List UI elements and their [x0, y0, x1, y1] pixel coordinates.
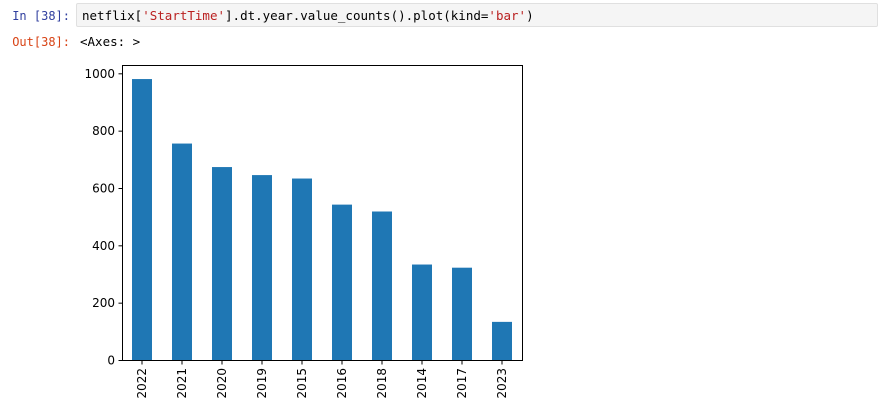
bar-2022: [132, 79, 152, 361]
bar-2014: [412, 264, 432, 360]
code-token: ): [526, 8, 534, 23]
y-tick-label: 1000: [84, 67, 115, 81]
code-token: ].dt.year.value_counts().plot(kind=: [225, 8, 489, 23]
y-tick-label: 400: [92, 239, 115, 253]
bar-2016: [332, 204, 352, 360]
input-prompt: In [38]:: [12, 9, 70, 23]
output-repr: <Axes: >: [80, 34, 141, 49]
bar-2018: [372, 211, 392, 360]
x-tick-label: 2021: [175, 368, 189, 399]
y-tick-label: 200: [92, 296, 115, 310]
y-axis: 0 200 400 600 800 1000: [84, 67, 123, 368]
axes-frame: [122, 65, 523, 361]
x-axis: 2022 2021 2020 2019 2015 2016 2018 2014 2017 2023: [135, 360, 509, 399]
x-tick-label: 2016: [335, 368, 349, 399]
x-tick-label: 2014: [415, 368, 429, 399]
output-prompt: Out[38]:: [12, 35, 70, 49]
x-tick-label: 2018: [375, 368, 389, 399]
bar-2015: [292, 178, 312, 360]
bar-2019: [252, 175, 272, 360]
x-tick-label: 2023: [495, 368, 509, 399]
x-tick-label: 2019: [255, 368, 269, 399]
y-tick-label: 800: [92, 124, 115, 138]
code-string-token: 'StartTime': [142, 8, 226, 23]
code-string-token: 'bar': [488, 8, 527, 23]
x-tick-label: 2020: [215, 368, 229, 399]
x-tick-label: 2022: [135, 368, 149, 399]
x-tick-label: 2017: [455, 368, 469, 399]
bars-group: [132, 79, 512, 361]
code-cell[interactable]: netflix['StartTime'].dt.year.value_count…: [76, 3, 878, 27]
x-tick-label: 2015: [295, 368, 309, 399]
code-token: netflix[: [82, 8, 143, 23]
bar-2021: [172, 143, 192, 360]
y-tick-label: 0: [107, 354, 115, 368]
bar-2020: [212, 167, 232, 360]
bar-2017: [452, 267, 472, 360]
y-tick-label: 600: [92, 181, 115, 195]
bar-2023: [492, 321, 512, 360]
